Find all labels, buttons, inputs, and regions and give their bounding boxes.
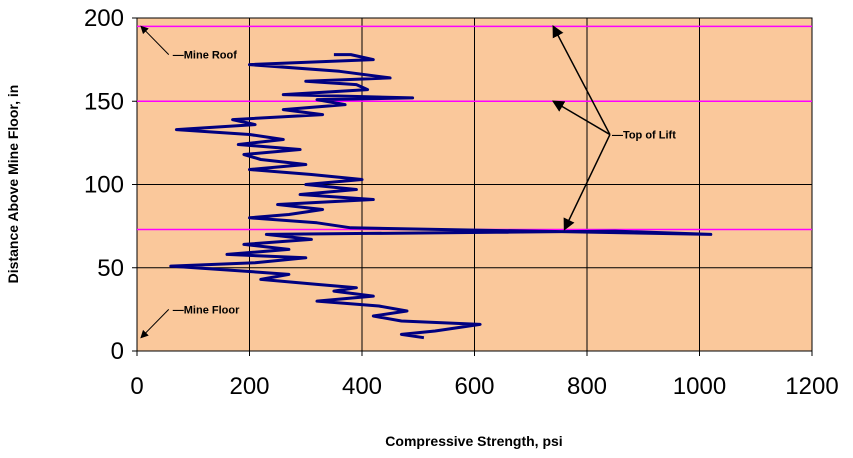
y-tick-label: 150	[84, 88, 124, 115]
y-tick-label: 100	[84, 172, 124, 199]
annotation-arrow	[563, 134, 611, 231]
annotation-arrow	[140, 25, 170, 55]
annotation-arrow	[140, 309, 170, 339]
y-axis-title: Distance Above Mine Floor, in	[5, 85, 21, 284]
x-tick-labels: 0 200 400 600 800 1000 1200	[130, 351, 839, 400]
y-tick-label: 200	[84, 5, 124, 32]
annotations: —Mine Roof —Mine Floor —Top of Lift	[140, 24, 676, 339]
y-tick-labels: 0 50 100 150 200	[84, 5, 137, 365]
y-tick-label: 0	[111, 338, 124, 365]
x-tick-label: 400	[342, 373, 382, 400]
annotation-arrow	[551, 100, 611, 136]
x-tick-label: 1200	[785, 373, 838, 400]
series-line	[169, 53, 713, 340]
x-tick-label: 0	[130, 373, 143, 400]
x-tick-label: 200	[229, 373, 269, 400]
annotation-label: —Mine Floor	[173, 304, 240, 316]
x-tick-label: 1000	[673, 373, 726, 400]
annotation-label: —Top of Lift	[612, 130, 676, 142]
y-tick-label: 50	[97, 255, 124, 282]
annotation-arrow	[552, 24, 611, 135]
x-tick-label: 600	[454, 373, 494, 400]
x-tick-label: 800	[567, 373, 607, 400]
x-axis-title: Compressive Strength, psi	[385, 433, 562, 449]
annotation-label: —Mine Roof	[173, 50, 237, 62]
data-series	[169, 53, 713, 340]
